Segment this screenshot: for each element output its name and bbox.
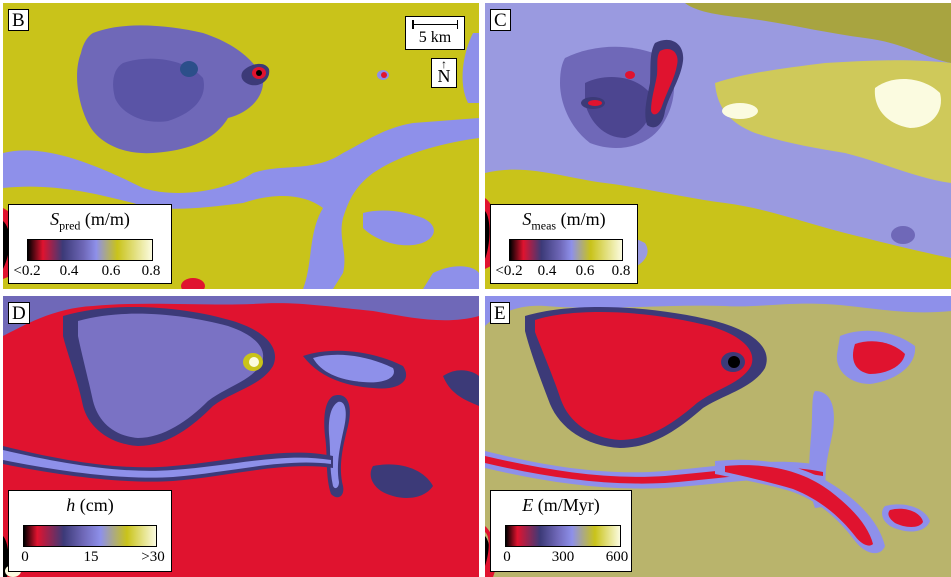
legend-tick: 0.6 bbox=[101, 263, 121, 279]
panel-label: C bbox=[490, 9, 511, 31]
legend: Smeas (m/m) <0.2 0.4 0.6 0.8 bbox=[490, 204, 638, 284]
north-arrow: ↑ N bbox=[431, 58, 457, 88]
legend: E (m/Myr) 0 300 600 bbox=[490, 490, 632, 572]
map-panel-d: D h (cm) 0 15 >30 bbox=[3, 296, 479, 577]
legend-tick: >30 bbox=[141, 549, 165, 565]
scale-bar-label: 5 km bbox=[418, 29, 452, 46]
legend-tick: 0.4 bbox=[537, 263, 557, 279]
north-arrow-icon: ↑ bbox=[441, 57, 447, 71]
panel-label: D bbox=[8, 302, 30, 324]
map-panel-c: C Smeas (m/m) <0.2 0.4 0.6 0.8 bbox=[485, 3, 951, 289]
legend: h (cm) 0 15 >30 bbox=[8, 490, 172, 572]
legend-tick: <0.2 bbox=[495, 263, 523, 279]
legend-tick: 600 bbox=[605, 549, 629, 565]
legend-tick: 0.8 bbox=[611, 263, 631, 279]
legend-tick: 15 bbox=[83, 549, 99, 565]
legend-tick: 0 bbox=[503, 549, 511, 565]
legend-tick: 0.4 bbox=[59, 263, 79, 279]
legend-tick: 300 bbox=[551, 549, 575, 565]
legend-tick: 0.8 bbox=[141, 263, 161, 279]
map-panel-b: B 5 km ↑ N Spred (m/m) <0.2 0.4 0.6 0.8 bbox=[3, 3, 479, 289]
colorbar bbox=[23, 525, 157, 547]
soil-depth-map bbox=[3, 296, 479, 577]
legend-title: Spred (m/m) bbox=[50, 209, 130, 233]
erosion-rate-map bbox=[485, 296, 951, 577]
legend-tick: 0 bbox=[21, 549, 29, 565]
legend-title: h (cm) bbox=[66, 495, 114, 515]
legend-title: E (m/Myr) bbox=[522, 495, 600, 515]
map-panel-e: E E (m/Myr) 0 300 600 bbox=[485, 296, 951, 577]
colorbar bbox=[27, 239, 153, 261]
legend: Spred (m/m) <0.2 0.4 0.6 0.8 bbox=[8, 204, 172, 284]
panel-label: B bbox=[8, 9, 29, 31]
legend-tick: <0.2 bbox=[13, 263, 41, 279]
legend-title: Smeas (m/m) bbox=[522, 209, 606, 233]
colorbar bbox=[505, 525, 621, 547]
legend-tick: 0.6 bbox=[575, 263, 595, 279]
scale-bar: 5 km bbox=[405, 16, 465, 50]
north-arrow-label: N bbox=[437, 66, 451, 86]
colorbar bbox=[509, 239, 623, 261]
panel-label: E bbox=[490, 302, 510, 324]
